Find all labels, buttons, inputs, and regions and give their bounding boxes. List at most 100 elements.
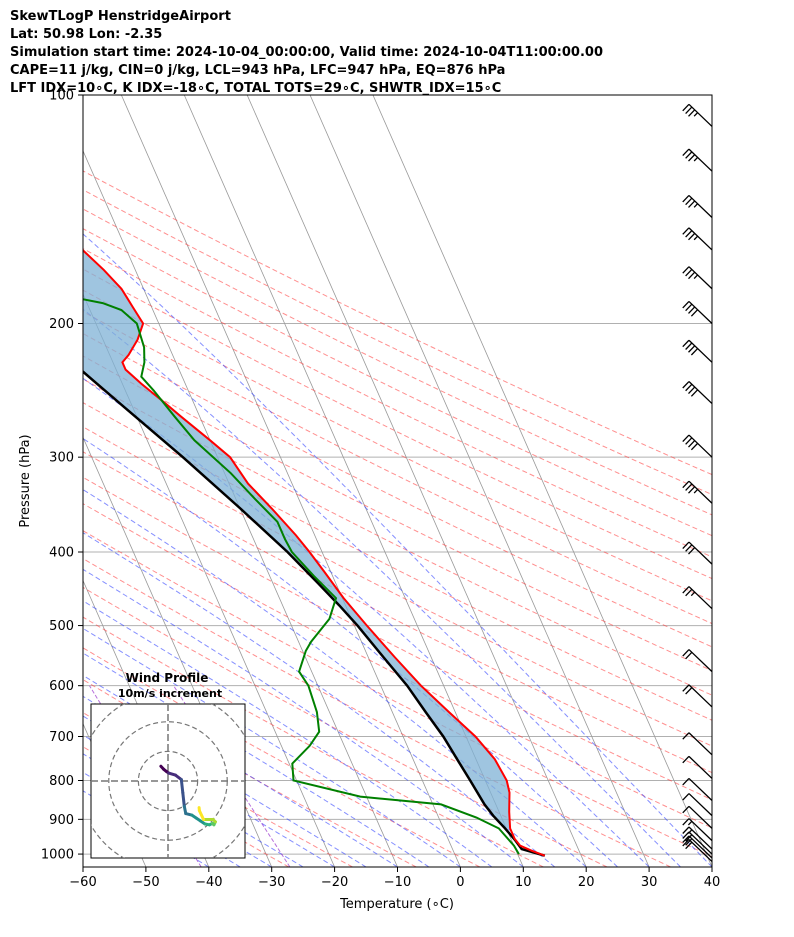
barb-flag — [682, 826, 690, 834]
barb-half-flag — [687, 820, 693, 826]
y-tick-label: 600 — [49, 679, 74, 694]
barb-flag — [685, 106, 693, 115]
barb-flag — [682, 818, 690, 826]
barb-flag — [690, 389, 699, 397]
barb-flag — [682, 835, 690, 843]
x-tick-label: −10 — [384, 875, 411, 890]
barb-shaft — [688, 586, 713, 610]
hodograph-segment — [181, 791, 186, 808]
barb-flag — [685, 544, 693, 552]
barb-flag — [688, 486, 696, 494]
hodograph-title: Wind Profile — [126, 671, 209, 685]
y-tick-label: 300 — [49, 451, 74, 466]
moist-adiabat — [83, 627, 461, 867]
barb-shaft — [688, 839, 713, 863]
isotherm — [83, 866, 84, 867]
isotherm — [309, 95, 650, 867]
time-line: Simulation start time: 2024-10-04_00:00:… — [10, 45, 603, 60]
barb-flag — [682, 793, 690, 801]
barb-flag — [682, 732, 690, 740]
y-tick-label: 100 — [49, 89, 74, 104]
moist-adiabat — [83, 600, 493, 867]
barb-flag — [682, 339, 690, 348]
wind-barb — [682, 194, 713, 218]
barb-shaft — [688, 818, 713, 842]
x-tick-label: 0 — [456, 875, 464, 890]
dry-adiabat — [83, 558, 671, 867]
x-tick-label: −60 — [69, 875, 96, 890]
barb-flag — [685, 838, 693, 846]
barb-flag — [685, 483, 693, 491]
y-tick-label: 500 — [49, 619, 74, 634]
barb-half-flag — [693, 112, 699, 117]
barb-shaft — [688, 266, 713, 290]
barb-flag — [690, 348, 699, 356]
temperature-line — [83, 248, 546, 857]
moist-adiabat — [83, 308, 681, 867]
barb-half-flag — [690, 591, 696, 597]
moist-adiabat — [83, 652, 430, 867]
barb-flag — [690, 442, 699, 451]
dry-adiabat — [83, 451, 712, 774]
y-tick-label: 1000 — [41, 848, 74, 863]
barb-shaft — [688, 684, 713, 708]
barb-shaft — [688, 826, 713, 850]
isotherm — [120, 95, 461, 867]
barb-shaft — [688, 831, 713, 855]
dry-adiabat — [83, 355, 712, 672]
wind-barb — [682, 586, 713, 610]
wind-barb — [682, 339, 713, 363]
x-tick-label: 10 — [515, 875, 532, 890]
moist-adiabat — [83, 233, 712, 867]
dry-adiabat — [83, 310, 712, 625]
barb-flag — [685, 269, 693, 277]
barb-flag — [685, 197, 693, 206]
wind-barb — [682, 649, 713, 673]
wind-barb — [682, 818, 713, 842]
x-tick-label: 20 — [578, 875, 595, 890]
x-tick-label: 40 — [704, 875, 721, 890]
barb-shaft — [688, 649, 713, 673]
barb-shaft — [688, 194, 713, 218]
chart-title-block: SkewTLogP HenstridgeAirport Lat: 50.98 L… — [10, 8, 603, 98]
barb-flag — [685, 437, 693, 445]
cape-area — [83, 250, 511, 829]
profile-lines — [83, 248, 546, 857]
barb-flag — [682, 805, 690, 814]
wind-barb — [682, 434, 713, 458]
barb-flag — [685, 342, 693, 350]
barb-shaft — [688, 339, 713, 363]
barb-flag — [682, 434, 690, 443]
wind-barb — [682, 732, 713, 756]
barb-flag — [688, 154, 696, 162]
y-tick-label: 800 — [49, 774, 74, 789]
barb-flag — [682, 649, 690, 657]
dry-adiabat — [83, 679, 417, 867]
barb-flag — [688, 232, 696, 241]
y-tick-label: 400 — [49, 546, 74, 561]
dry-adiabat — [83, 289, 712, 602]
parcel-trace-line — [83, 370, 546, 857]
barb-flag — [688, 345, 696, 353]
barb-flag — [685, 303, 693, 312]
barb-flag — [682, 684, 690, 692]
isotherm — [372, 95, 712, 867]
barb-flag — [688, 547, 696, 555]
wind-barb — [682, 148, 713, 172]
wind-barb — [682, 805, 713, 829]
x-axis-label: Temperature (∘C) — [339, 897, 454, 912]
wind-barb — [682, 300, 713, 324]
barb-shaft — [688, 103, 713, 127]
barb-flag — [682, 480, 690, 489]
barb-flag — [685, 687, 693, 695]
barb-flag — [685, 230, 693, 238]
dry-adiabat — [83, 647, 481, 867]
wind-barb — [682, 684, 713, 708]
isotherm — [83, 722, 147, 867]
moist-adiabat — [83, 377, 650, 867]
barb-shaft — [688, 805, 713, 829]
dewpoint-line — [83, 298, 520, 855]
hodograph-inset: Wind Profile 10m/s increment — [90, 671, 246, 859]
wind-barb — [682, 831, 713, 855]
barb-flag — [682, 194, 690, 203]
